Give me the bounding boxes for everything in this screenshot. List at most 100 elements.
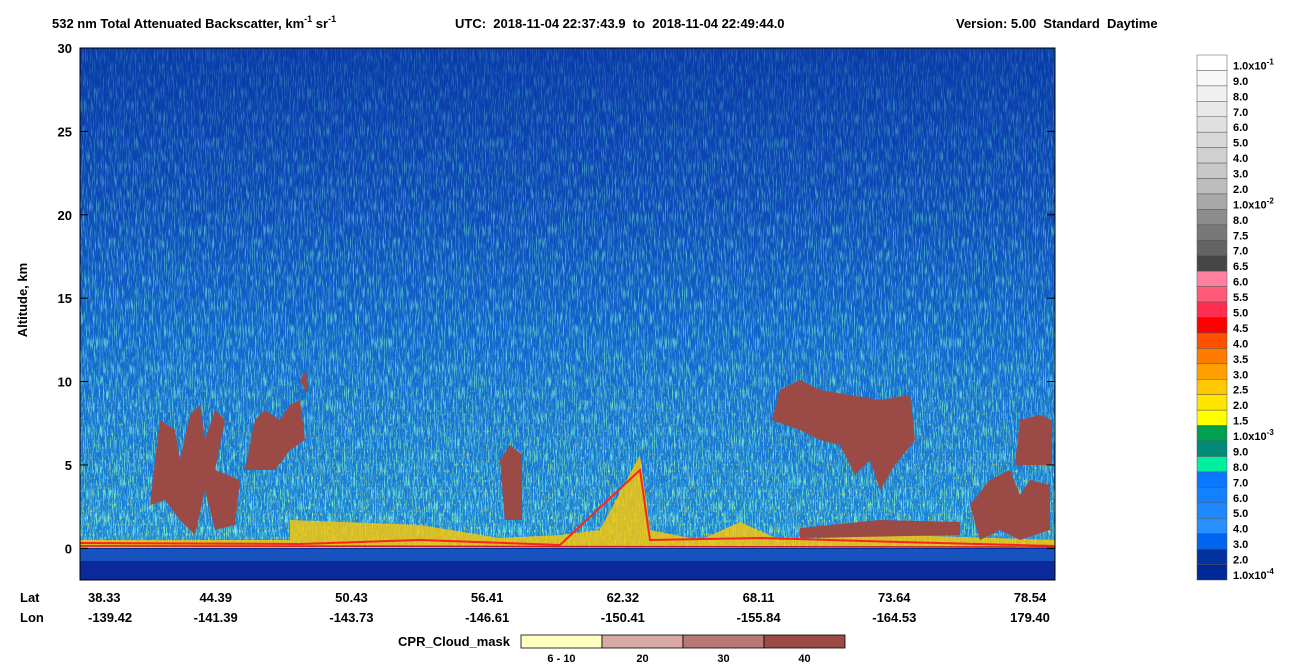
colorbar-swatch — [1196, 425, 1228, 442]
lat-label: 73.64 — [878, 590, 911, 605]
lat-label: 50.43 — [335, 590, 368, 605]
colorbar-label-text: 9.0 — [1233, 76, 1248, 88]
colorbar-swatch — [1196, 517, 1228, 534]
colorbar-label: 1.0x10-4 — [1233, 567, 1274, 582]
colorbar-swatch — [1196, 240, 1228, 256]
lat-label: 44.39 — [199, 590, 232, 605]
utc-range: UTC: 2018-11-04 22:37:43.9 to 2018-11-04… — [455, 16, 785, 31]
y-tick-label: 25 — [58, 124, 72, 139]
colorbar-label-exponent: -3 — [1267, 428, 1275, 437]
colorbar-label: 1.5 — [1233, 416, 1248, 428]
lon-label: Lon — [20, 610, 44, 625]
colorbar-label-text: 5.5 — [1233, 292, 1248, 304]
colorbar-label-text: 2.5 — [1233, 385, 1248, 397]
colorbar-swatch — [1196, 317, 1228, 334]
colorbar-label-exponent: -1 — [1267, 57, 1275, 66]
colorbar-swatch — [1196, 348, 1228, 365]
colorbar-label: 5.0 — [1233, 508, 1248, 520]
lon-label: -141.39 — [194, 610, 238, 625]
lat-label: Lat — [20, 590, 40, 605]
colorbar-label-text: 4.0 — [1233, 524, 1248, 536]
colorbar-swatch — [1196, 255, 1228, 272]
colorbar-label-exponent: -4 — [1267, 567, 1275, 576]
colorbar-label-text: 6.0 — [1233, 493, 1248, 505]
colorbar-label: 6.0 — [1233, 122, 1248, 134]
colorbar-label-text: 7.0 — [1233, 477, 1248, 489]
colorbar-swatch — [1196, 548, 1228, 565]
colorbar-label: 7.0 — [1233, 477, 1248, 489]
cpr-label: 40 — [798, 653, 810, 665]
colorbar-label: 3.0 — [1233, 539, 1248, 551]
cpr-label: 6 - 10 — [547, 653, 575, 665]
colorbar-label-text: 3.0 — [1233, 539, 1248, 551]
lon-label: -139.42 — [88, 610, 132, 625]
y-tick-label: 15 — [58, 291, 72, 306]
colorbar-label-text: 8.0 — [1233, 462, 1248, 474]
colorbar-swatch — [1196, 409, 1228, 426]
colorbar-label-text: 5.0 — [1233, 138, 1248, 150]
colorbar-label: 9.0 — [1233, 76, 1248, 88]
colorbar-label: 5.0 — [1233, 308, 1248, 320]
colorbar-label-text: 5.0 — [1233, 508, 1248, 520]
colorbar-label-text: 4.0 — [1233, 153, 1248, 165]
colorbar-swatch — [1196, 224, 1228, 241]
colorbar-label-text: 7.0 — [1233, 107, 1248, 119]
colorbar-label: 6.0 — [1233, 277, 1248, 289]
colorbar-label: 1.0x10-1 — [1233, 57, 1274, 72]
lat-label: 38.33 — [88, 590, 121, 605]
colorbar-label: 2.5 — [1233, 385, 1248, 397]
colorbar-swatch — [1196, 379, 1228, 395]
colorbar-swatch — [1196, 162, 1228, 179]
colorbar-label-text: 5.0 — [1233, 308, 1248, 320]
lat-label: 68.11 — [743, 590, 775, 605]
colorbar-label-text: 4.5 — [1233, 323, 1248, 335]
colorbar-label-text: 7.5 — [1233, 230, 1248, 242]
colorbar-label-text: 1.5 — [1233, 416, 1248, 428]
colorbar-label-text: 3.5 — [1233, 354, 1248, 366]
colorbar-swatch — [1196, 487, 1228, 504]
colorbar-label: 7.0 — [1233, 107, 1248, 119]
colorbar-swatch — [1196, 533, 1228, 550]
y-tick-label: 20 — [58, 208, 72, 223]
colorbar-label: 6.5 — [1233, 261, 1248, 273]
colorbar-swatch — [1196, 54, 1228, 71]
lon-label: -143.73 — [329, 610, 373, 625]
colorbar-label: 1.0x10-2 — [1233, 196, 1274, 211]
colorbar-label: 4.0 — [1233, 153, 1248, 165]
lon-label: -150.41 — [601, 610, 645, 625]
colorbar-label: 2.0 — [1233, 184, 1248, 196]
colorbar-swatch — [1196, 85, 1228, 102]
y-tick-label: 5 — [65, 458, 72, 473]
lat-label: 56.41 — [471, 590, 504, 605]
colorbar-label-text: 2.0 — [1233, 184, 1248, 196]
colorbar-label: 1.0x10-3 — [1233, 428, 1274, 443]
colorbar-label-text: 1.0x10 — [1233, 60, 1267, 72]
cpr-label: 20 — [636, 653, 648, 665]
colorbar-swatch — [1196, 456, 1228, 473]
chart-title: 532 nm Total Attenuated Backscatter, km-… — [52, 14, 336, 31]
colorbar-label-text: 2.0 — [1233, 400, 1248, 412]
lon-label: -164.53 — [872, 610, 916, 625]
plot-frame — [79, 47, 1056, 581]
colorbar-swatch — [1196, 440, 1228, 457]
title-superscript: -1 — [328, 14, 336, 24]
colorbar-label: 3.5 — [1233, 354, 1248, 366]
colorbar-label-text: 3.0 — [1233, 169, 1248, 181]
colorbar-label-text: 4.0 — [1233, 338, 1248, 350]
colorbar-label: 8.0 — [1233, 91, 1248, 103]
colorbar-label-text: 8.0 — [1233, 91, 1248, 103]
colorbar-swatch — [1196, 116, 1228, 133]
version: Version: 5.00 Standard Daytime — [956, 16, 1158, 31]
colorbar-swatch — [1196, 286, 1228, 303]
colorbar-label: 5.5 — [1233, 292, 1248, 304]
colorbar-label-text: 6.0 — [1233, 277, 1248, 289]
colorbar-label: 5.0 — [1233, 138, 1248, 150]
colorbar-label: 2.0 — [1233, 400, 1248, 412]
colorbar-label-text: 1.0x10 — [1233, 570, 1267, 582]
colorbar-label: 3.0 — [1233, 169, 1248, 181]
colorbar-label-text: 6.5 — [1233, 261, 1248, 273]
colorbar-swatch — [1196, 471, 1228, 488]
lon-label: 179.40 — [1010, 610, 1050, 625]
